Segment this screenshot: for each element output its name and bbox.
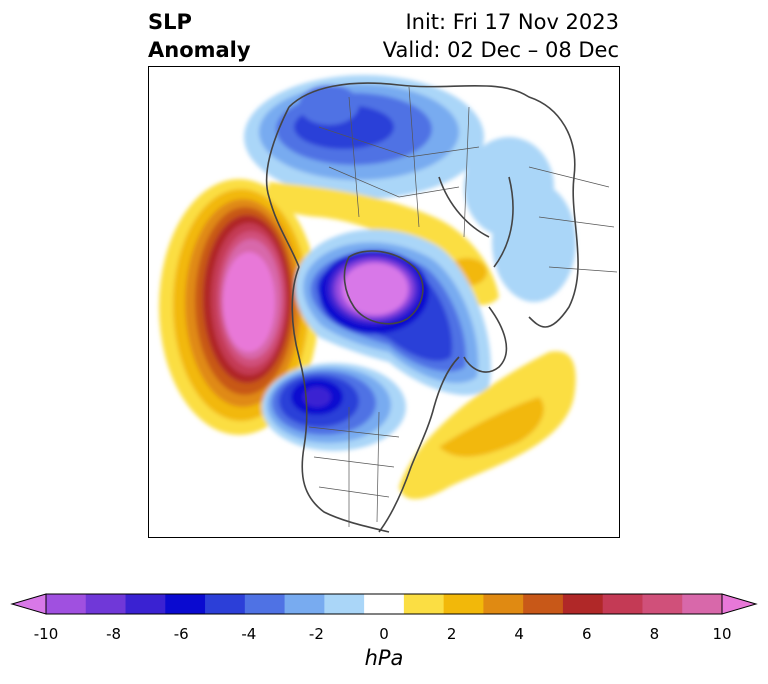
colorbar-segment (205, 594, 246, 614)
colorbar-unit: hPa (364, 646, 404, 670)
colorbar-segment (523, 594, 564, 614)
colorbar-tick-label: 0 (379, 625, 389, 643)
colorbar-tick-label: 8 (649, 625, 660, 643)
colorbar-extend-right (721, 593, 758, 615)
colorbar-segment (324, 594, 365, 614)
colorbar-tick-label: 6 (582, 625, 592, 643)
colorbar-segment (483, 594, 524, 614)
colorbar-tick-label: 4 (514, 625, 524, 643)
colorbar-segment (85, 594, 127, 614)
colorbar-tick-label: -2 (308, 625, 324, 643)
valid-date: Valid: 02 Dec – 08 Dec (382, 38, 619, 62)
colorbar-segment (364, 594, 405, 614)
colorbar-tick-label: -4 (241, 625, 257, 643)
title-line-1: SLP (148, 10, 192, 34)
colorbar-segment (443, 594, 484, 614)
colorbar-segments (46, 594, 723, 614)
western-na-low (262, 363, 406, 451)
colorbar-tick-label: 2 (446, 625, 457, 643)
borders (308, 86, 618, 527)
colorbar-segment (46, 594, 87, 614)
colorbar-segment (165, 594, 206, 614)
title-line-2: Anomaly (148, 38, 251, 62)
colorbar-segment (642, 594, 683, 614)
coastlines (265, 82, 579, 533)
pacific-high (159, 179, 319, 435)
colorbar-extend-left (10, 593, 47, 615)
siberia-low (244, 75, 576, 302)
init-date: Init: Fri 17 Nov 2023 (405, 10, 619, 34)
colorbar-segment (403, 594, 445, 614)
colorbar-frame (45, 593, 723, 615)
anomaly-map (148, 66, 620, 538)
map-canvas (159, 75, 618, 533)
colorbar-segment (244, 594, 286, 614)
colorbar-segment (602, 594, 643, 614)
colorbar-tick-label: 10 (712, 625, 732, 643)
colorbar-tick-label: -6 (173, 625, 189, 643)
colorbar-segment (682, 594, 723, 614)
colorbar (10, 593, 758, 615)
colorbar-segment (562, 594, 604, 614)
map-title: SLP Anomaly (148, 8, 251, 64)
atlantic-high (399, 351, 576, 500)
colorbar-segment (125, 594, 166, 614)
colorbar-segment (284, 594, 325, 614)
colorbar-tick-label: -8 (106, 625, 122, 643)
colorbar-tick-label: -10 (33, 625, 59, 643)
date-info: Init: Fri 17 Nov 2023 Valid: 02 Dec – 08… (383, 8, 619, 64)
